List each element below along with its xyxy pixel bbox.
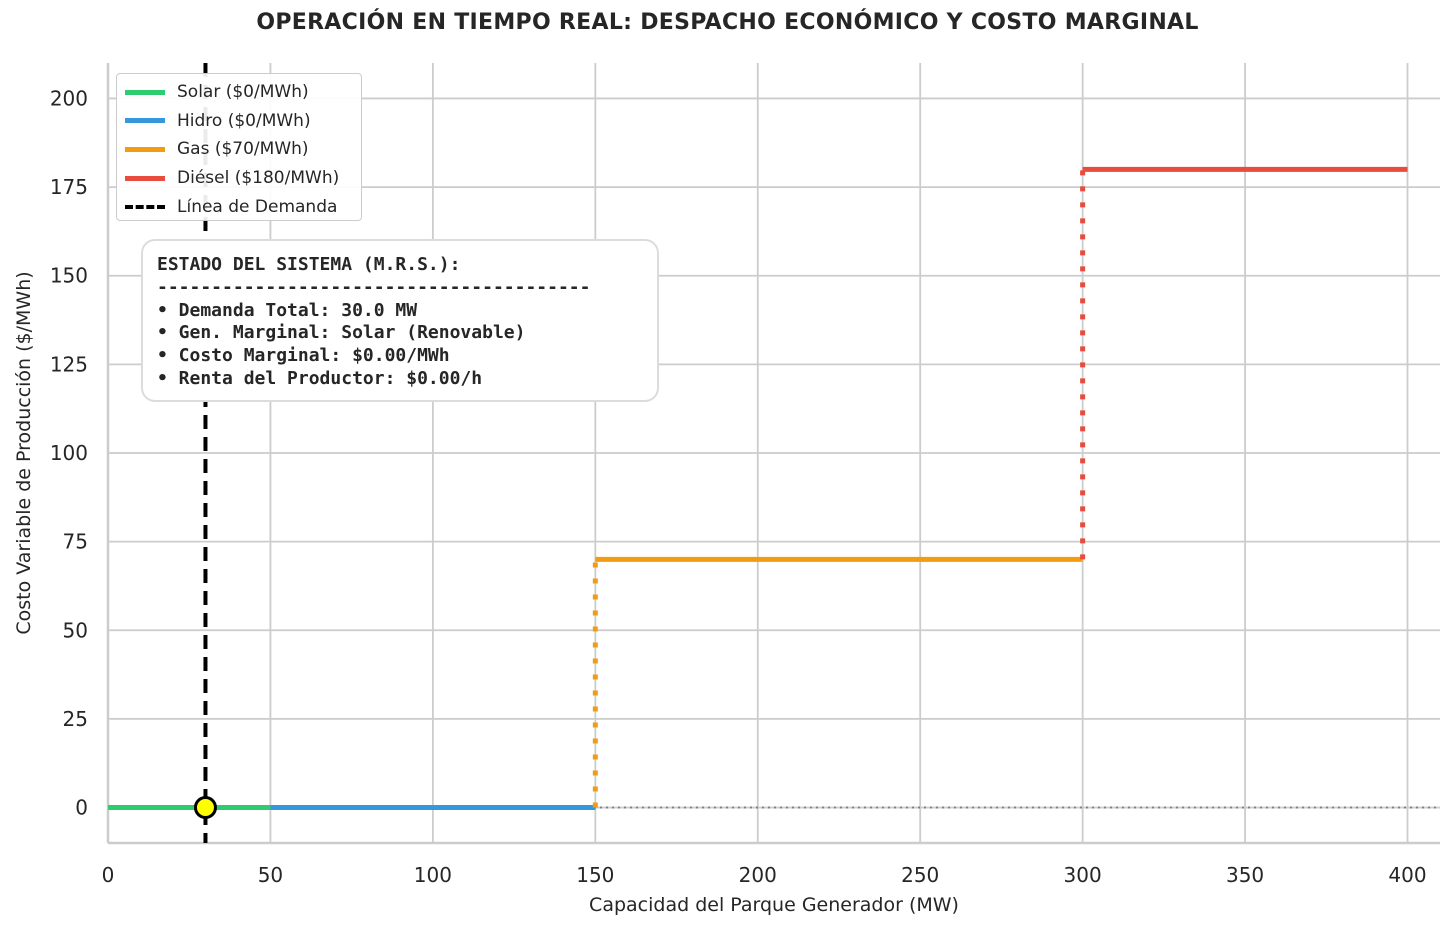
x-tick-label: 100 xyxy=(414,863,452,887)
legend-label-solar: Solar ($0/MWh) xyxy=(177,82,309,103)
legend-item-diesel: Diésel ($180/MWh) xyxy=(125,164,361,193)
status-separator: ---------------------------------------- xyxy=(157,276,591,298)
x-tick-label: 50 xyxy=(258,863,283,887)
y-tick-label: 25 xyxy=(63,707,88,731)
y-tick-label: 150 xyxy=(50,264,88,288)
legend-label-gas: Gas ($70/MWh) xyxy=(177,139,309,160)
system-status-box: ESTADO DEL SISTEMA (M.R.S.): -----------… xyxy=(141,239,659,402)
x-tick-label: 250 xyxy=(901,863,939,887)
legend-item-solar: Solar ($0/MWh) xyxy=(125,78,361,107)
status-marginal-cost: • Costo Marginal: $0.00/MWh xyxy=(157,345,450,367)
status-demand: • Demanda Total: 30.0 MW xyxy=(157,299,418,321)
x-tick-label: 400 xyxy=(1388,863,1426,887)
x-axis-label: Capacidad del Parque Generador (MW) xyxy=(589,894,959,916)
legend-swatch-hidro xyxy=(125,118,165,124)
x-tick-label: 350 xyxy=(1226,863,1264,887)
status-title: ESTADO DEL SISTEMA (M.R.S.): xyxy=(157,254,461,275)
legend-label-demand: Línea de Demanda xyxy=(177,196,338,217)
y-tick-label: 50 xyxy=(63,618,88,642)
x-tick-label: 150 xyxy=(576,863,614,887)
legend-item-gas: Gas ($70/MWh) xyxy=(125,135,361,164)
x-tick-label: 300 xyxy=(1064,863,1102,887)
y-tick-label: 0 xyxy=(75,796,88,820)
legend-swatch-demand xyxy=(125,204,165,209)
chart-title: OPERACIÓN EN TIEMPO REAL: DESPACHO ECONÓ… xyxy=(256,10,1199,35)
y-tick-label: 100 xyxy=(50,441,88,465)
y-axis-label: Costo Variable de Producción ($/MWh) xyxy=(13,271,35,634)
legend-label-diesel: Diésel ($180/MWh) xyxy=(177,168,340,189)
status-producer-rent: • Renta del Productor: $0.00/h xyxy=(157,367,483,389)
y-tick-label: 200 xyxy=(50,86,88,110)
equilibrium-point xyxy=(193,796,217,820)
status-marginal-gen: • Gen. Marginal: Solar (Renovable) xyxy=(157,322,526,344)
legend-swatch-solar xyxy=(125,89,165,95)
x-tick-label: 200 xyxy=(739,863,777,887)
legend-item-hidro: Hidro ($0/MWh) xyxy=(125,107,361,136)
x-tick-label: 0 xyxy=(102,863,115,887)
y-tick-label: 175 xyxy=(50,175,88,199)
legend-swatch-diesel xyxy=(125,175,165,181)
y-tick-label: 75 xyxy=(63,530,88,554)
legend-item-demand: Línea de Demanda xyxy=(125,192,361,221)
y-tick-label: 125 xyxy=(50,352,88,376)
legend-swatch-gas xyxy=(125,146,165,152)
legend: Solar ($0/MWh) Hidro ($0/MWh) Gas ($70/M… xyxy=(116,73,362,221)
legend-label-hidro: Hidro ($0/MWh) xyxy=(177,110,311,131)
